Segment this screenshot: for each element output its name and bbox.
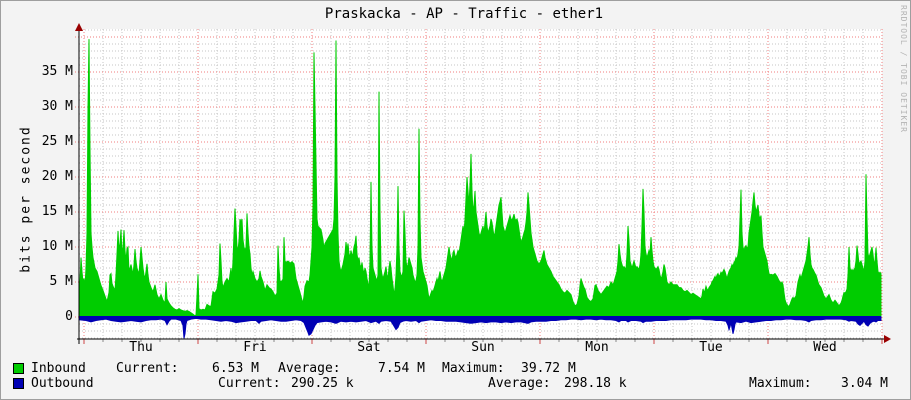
outbound-current-value: 290.25 k: [291, 376, 354, 391]
outbound-label: Outbound: [31, 376, 94, 391]
x-tick-label: Tue: [699, 340, 723, 355]
x-axis-arrow: [884, 335, 891, 343]
outbound-maximum-key: Maximum:: [749, 376, 812, 391]
inbound-maximum-value: 39.72 M: [521, 361, 576, 376]
x-tick-label: Thu: [129, 340, 153, 355]
series-areas: [79, 39, 882, 339]
y-tick-label: 10 M: [41, 239, 73, 254]
inbound-swatch: [13, 363, 24, 374]
inbound-current-key: Current:: [116, 361, 179, 376]
inbound-average-value: 7.54 M: [378, 361, 425, 376]
y-axis-arrow: [75, 23, 83, 31]
outbound-average-key: Average:: [488, 376, 551, 391]
outbound-area: [79, 316, 882, 339]
y-tick-label: 35 M: [41, 64, 73, 79]
y-tick-label: 0: [65, 309, 73, 324]
inbound-label: Inbound: [31, 361, 86, 376]
inbound-maximum-key: Maximum:: [442, 361, 505, 376]
x-tick-label: Sun: [471, 340, 495, 355]
axes: [75, 23, 891, 344]
rrdtool-watermark: RRDTOOL / TOBI OETIKER: [899, 5, 908, 133]
y-tick-label: 25 M: [41, 134, 73, 149]
y-tick-label: 30 M: [41, 99, 73, 114]
outbound-swatch: [13, 378, 24, 389]
outbound-current-key: Current:: [218, 376, 281, 391]
y-tick-label: 20 M: [41, 169, 73, 184]
outbound-average-value: 298.18 k: [564, 376, 627, 391]
x-tick-label: Sat: [357, 340, 381, 355]
graph-title: Praskacka - AP - Traffic - ether1: [324, 6, 604, 22]
x-tick-label: Mon: [585, 340, 609, 355]
y-tick-label: 5 M: [49, 274, 73, 289]
outbound-maximum-value: 3.04 M: [841, 376, 888, 391]
inbound-average-key: Average:: [278, 361, 341, 376]
y-tick-label: 15 M: [41, 204, 73, 219]
inbound-current-value: 6.53 M: [212, 361, 259, 376]
inbound-area: [79, 39, 882, 318]
x-tick-label: Fri: [243, 340, 267, 355]
x-tick-label: Wed: [813, 340, 837, 355]
